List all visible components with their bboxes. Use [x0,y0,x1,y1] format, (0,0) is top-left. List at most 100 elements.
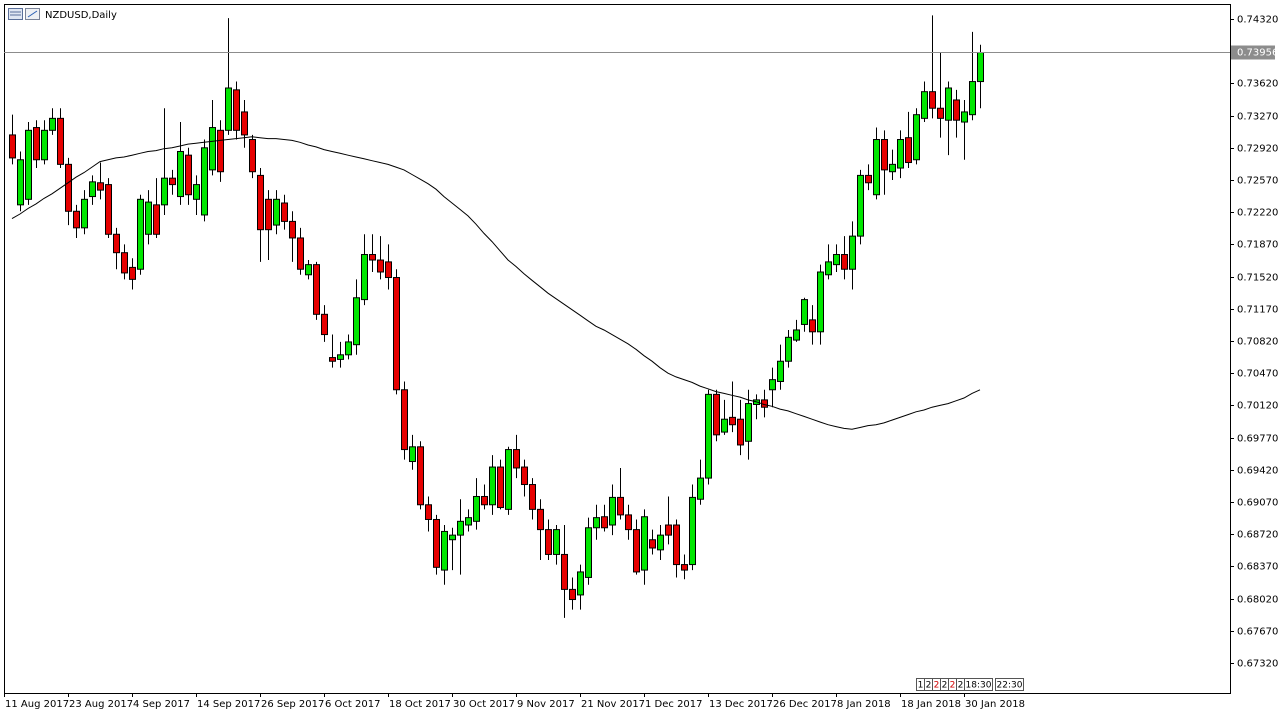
x-tick-label: 13 Dec 2017 [709,699,773,710]
candle-body [209,127,216,171]
candle-body [281,202,288,222]
candle-body [129,266,136,280]
candle-body [233,89,240,131]
y-tick-label: 0.72920 [1237,144,1278,155]
candle-body [897,139,904,169]
candle-body [801,299,808,325]
candle-body [825,261,832,276]
candle-body [921,91,928,119]
candle-body [553,529,560,555]
candle-body [577,571,584,596]
time-box-label: 2 [942,681,948,691]
candle-body [729,416,736,426]
y-tick-label: 0.69070 [1237,498,1278,509]
candle-body [649,539,656,549]
candle-body [81,198,88,229]
current-price-label: 0.73956 [1237,48,1278,59]
x-tick-label: 26 Sep 2017 [261,699,324,710]
y-tick-label: 0.74320 [1237,15,1278,26]
candle-body [441,530,448,571]
time-box-label: 2 [926,681,932,691]
candle-body [681,564,688,571]
candle-body [881,139,888,171]
y-tick-label: 0.71520 [1237,273,1278,284]
candle-body [521,466,528,486]
candle-body [713,393,720,436]
candle-body [137,198,144,270]
candle-body [673,524,680,566]
y-tick-label: 0.69770 [1237,434,1278,445]
candle-body [377,259,384,273]
candle-body [889,163,896,173]
candle-body [689,496,696,566]
x-tick-label: 4 Sep 2017 [133,699,190,710]
candle-body [449,534,456,541]
candle-body [25,129,32,200]
candle-body [705,393,712,479]
candle-body [513,449,520,469]
candle-body [489,466,496,506]
y-tick-label: 0.67320 [1237,659,1278,670]
candle-body [969,81,976,116]
y-tick-label: 0.72220 [1237,208,1278,219]
candle-body [473,495,480,522]
x-tick-label: 11 Aug 2017 [5,699,69,710]
candle-body [73,210,80,229]
candle-body [913,114,920,161]
candle-body [57,117,64,165]
candle-body [329,357,336,362]
candle-body [953,99,960,121]
candle-body [217,129,224,173]
candle-body [17,159,24,206]
candle-body [633,529,640,573]
candle-body [617,496,624,516]
time-box-label: 2 [934,681,940,691]
y-tick-label: 0.67670 [1237,627,1278,638]
candle-body [961,111,968,123]
candle-body [193,184,200,200]
y-tick-label: 0.68020 [1237,595,1278,606]
candle-body [641,516,648,571]
candle-body [569,588,576,601]
candle-body [337,354,344,360]
candle-body [585,527,592,578]
candle-body [313,264,320,315]
candle-body [905,137,912,164]
candle-body [873,139,880,196]
candle-body [297,237,304,270]
candle-body [929,91,936,109]
candle-body [225,87,232,131]
time-box [964,678,993,691]
candle-body [113,233,120,254]
candle-body [321,313,328,336]
time-box-label: 2 [950,681,956,691]
candle-body [97,182,104,191]
y-tick-label: 0.73270 [1237,112,1278,123]
candle-body [529,484,536,510]
candle-body [265,198,272,231]
candle-body [273,198,280,226]
y-tick-label: 0.70820 [1237,337,1278,348]
candle-body [857,174,864,237]
x-tick-label: 18 Oct 2017 [389,699,451,710]
candle-body [841,254,848,270]
y-tick-label: 0.70470 [1237,369,1278,380]
candle-body [833,254,840,266]
x-tick-label: 30 Jan 2018 [965,699,1025,710]
candle-body [161,177,168,206]
chart-title: NZDUSD,Daily [45,10,117,21]
candle-body [537,508,544,531]
candle-body [169,177,176,186]
candle-body [145,201,152,235]
x-tick-label: 30 Oct 2017 [453,699,515,710]
candle-body [257,174,264,231]
x-tick-label: 14 Sep 2017 [197,699,260,710]
candle-body [153,204,160,235]
time-box-label: 2 [958,681,964,691]
x-tick-label: 8 Jan 2018 [837,699,891,710]
candle-body [417,446,424,506]
y-tick-label: 0.72570 [1237,176,1278,187]
